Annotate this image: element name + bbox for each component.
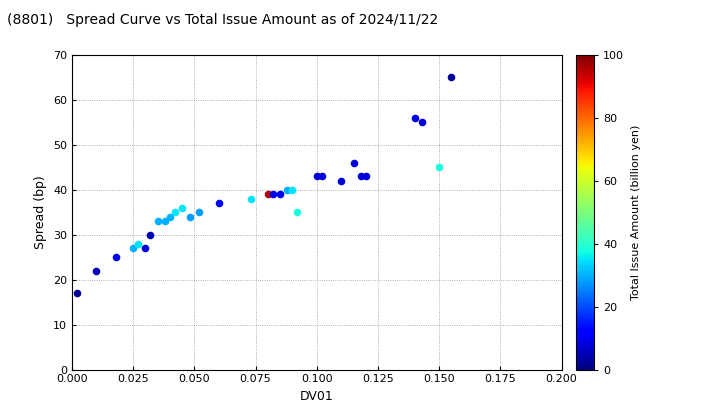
Point xyxy=(336,177,347,184)
Point xyxy=(127,245,139,252)
Point xyxy=(184,213,195,220)
Point xyxy=(145,231,156,238)
Point xyxy=(287,186,298,193)
Point xyxy=(316,173,328,179)
Point xyxy=(360,173,372,179)
Point xyxy=(159,218,171,224)
Point xyxy=(169,209,181,215)
Point xyxy=(213,200,225,207)
Point xyxy=(152,218,163,224)
Point xyxy=(71,290,83,297)
Point xyxy=(91,267,102,274)
Point xyxy=(164,213,176,220)
Point xyxy=(110,254,122,260)
Point xyxy=(348,159,359,166)
Point xyxy=(409,114,420,121)
Point xyxy=(355,173,366,179)
Point xyxy=(282,186,293,193)
Point xyxy=(433,164,445,171)
X-axis label: DV01: DV01 xyxy=(300,390,333,403)
Point xyxy=(416,119,428,126)
Point xyxy=(262,191,274,197)
Text: (8801)   Spread Curve vs Total Issue Amount as of 2024/11/22: (8801) Spread Curve vs Total Issue Amoun… xyxy=(7,13,438,26)
Point xyxy=(194,209,205,215)
Point xyxy=(132,240,144,247)
Point xyxy=(274,191,286,197)
Y-axis label: Spread (bp): Spread (bp) xyxy=(35,175,48,249)
Point xyxy=(245,195,256,202)
Point xyxy=(311,173,323,179)
Point xyxy=(267,191,279,197)
Point xyxy=(292,209,303,215)
Y-axis label: Total Issue Amount (billion yen): Total Issue Amount (billion yen) xyxy=(631,124,641,300)
Point xyxy=(176,204,188,211)
Point xyxy=(140,245,151,252)
Point xyxy=(446,74,457,81)
